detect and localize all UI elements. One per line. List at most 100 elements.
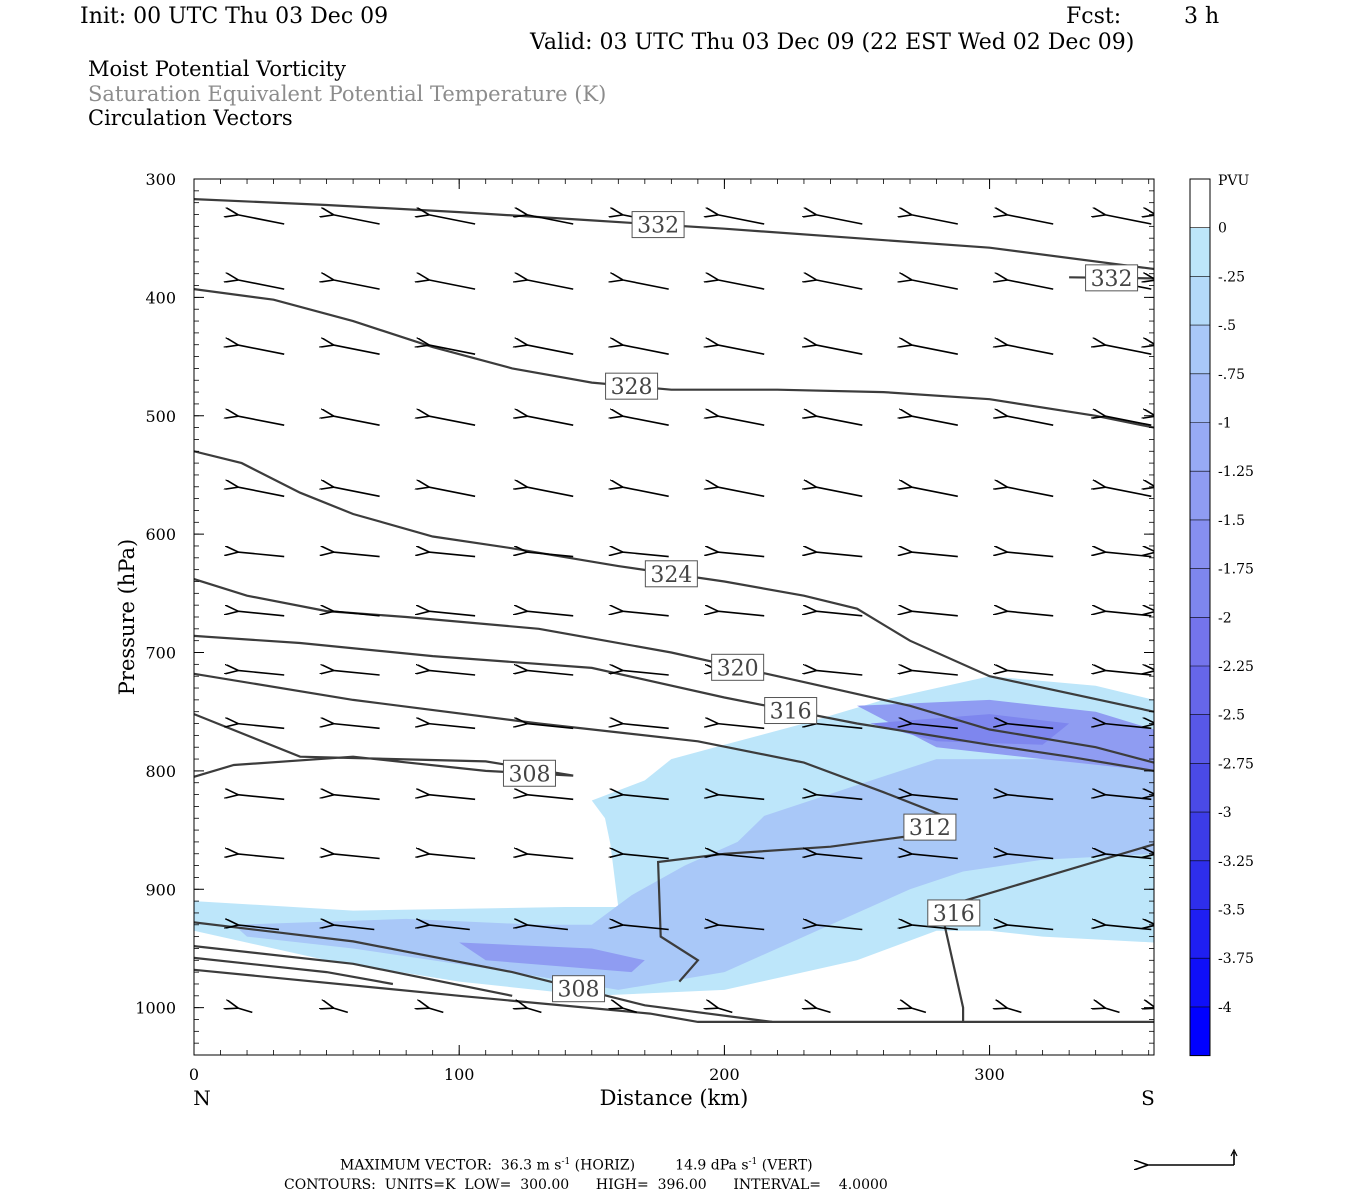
circulation-vector bbox=[427, 487, 476, 498]
circulation-vector bbox=[621, 724, 669, 730]
field-title-vectors: Circulation Vectors bbox=[88, 106, 293, 130]
circulation-vector bbox=[1006, 854, 1054, 860]
svg-text:308: 308 bbox=[558, 978, 600, 1003]
colorbar-swatch bbox=[1190, 276, 1210, 326]
colorbar-level-label: -1.5 bbox=[1218, 513, 1245, 529]
svg-text:324: 324 bbox=[650, 563, 692, 588]
contour-label: 316 bbox=[927, 899, 981, 927]
x-tick-label: 300 bbox=[974, 1065, 1005, 1084]
circulation-vector bbox=[815, 280, 863, 290]
circulation-vector bbox=[236, 280, 285, 290]
svg-text:328: 328 bbox=[611, 375, 653, 400]
circulation-vector bbox=[1104, 670, 1152, 676]
circulation-vector bbox=[427, 611, 476, 617]
colorbar-level-label: -1 bbox=[1218, 416, 1232, 432]
circulation-vector bbox=[332, 611, 380, 617]
circulation-vector bbox=[1104, 1008, 1120, 1014]
circulation-vector bbox=[815, 611, 863, 617]
vert-exponent: -1 bbox=[748, 1157, 758, 1167]
circulation-vector bbox=[716, 345, 765, 355]
circulation-vector bbox=[716, 552, 765, 558]
pv-region bbox=[870, 714, 1070, 745]
circulation-vector bbox=[621, 925, 669, 931]
y-tick-label: 600 bbox=[145, 525, 176, 544]
circulation-vector bbox=[1104, 487, 1152, 498]
circulation-vector bbox=[427, 925, 470, 931]
circulation-vector bbox=[910, 1008, 927, 1014]
colorbar-swatch bbox=[1190, 422, 1210, 472]
circulation-vector bbox=[526, 280, 574, 290]
circulation-vector bbox=[1104, 552, 1152, 558]
circulation-vector bbox=[910, 670, 958, 676]
valid-time: Valid: 03 UTC Thu 03 Dec 09 (22 EST Wed … bbox=[530, 30, 1135, 55]
colorbar-swatch bbox=[1190, 909, 1210, 959]
circulation-vector bbox=[1006, 416, 1054, 426]
circulation-vector bbox=[1006, 670, 1054, 676]
svg-text:316: 316 bbox=[933, 902, 975, 927]
circulation-vector bbox=[526, 795, 574, 801]
circulation-vector bbox=[815, 215, 863, 225]
circulation-vector bbox=[716, 215, 765, 225]
max-vector-line: MAXIMUM VECTOR: 36.3 m s-1 (HORIZ) 14.9 … bbox=[340, 1157, 813, 1174]
contour-label: 308 bbox=[502, 759, 556, 787]
theta-contour bbox=[194, 956, 394, 986]
circulation-vector bbox=[236, 345, 285, 355]
colorbar-swatch bbox=[1190, 519, 1210, 569]
contours-info: CONTOURS: UNITS=K LOW= 300.00 HIGH= 396.… bbox=[284, 1177, 888, 1193]
circulation-vector bbox=[332, 670, 380, 676]
circulation-vector bbox=[716, 416, 765, 426]
contour-label: 312 bbox=[903, 813, 957, 841]
contour-label: 328 bbox=[605, 372, 659, 400]
colorbar-level-label: -1.25 bbox=[1218, 464, 1254, 480]
circulation-vector bbox=[1006, 215, 1054, 225]
circulation-vector bbox=[910, 854, 958, 860]
colorbar-level-label: -4 bbox=[1218, 1000, 1232, 1016]
colorbar-swatch bbox=[1190, 373, 1210, 423]
circulation-vector bbox=[332, 854, 380, 860]
horiz-unit: (HORIZ) bbox=[574, 1157, 636, 1174]
circulation-vector bbox=[910, 487, 958, 498]
circulation-vector bbox=[427, 670, 476, 676]
svg-text:320: 320 bbox=[717, 656, 759, 681]
x-right-end-label: S bbox=[1141, 1086, 1155, 1110]
y-tick-label: 900 bbox=[145, 880, 176, 899]
circulation-vector bbox=[332, 552, 380, 558]
colorbar-swatch bbox=[1190, 958, 1210, 1007]
circulation-vector bbox=[526, 487, 574, 498]
y-tick-label: 300 bbox=[145, 170, 176, 189]
circulation-vector bbox=[526, 670, 574, 676]
theta-contour bbox=[194, 945, 513, 997]
colorbar-swatch bbox=[1190, 666, 1210, 715]
circulation-vector bbox=[621, 345, 669, 355]
max-vector-label: MAXIMUM VECTOR: bbox=[340, 1157, 492, 1174]
circulation-vector bbox=[815, 670, 863, 676]
circulation-vector bbox=[526, 345, 574, 355]
contour-label: 316 bbox=[764, 697, 818, 725]
y-tick-label: 1000 bbox=[135, 999, 176, 1018]
circulation-vector bbox=[1154, 1008, 1170, 1013]
colorbar-level-label: -3.25 bbox=[1218, 854, 1254, 870]
circulation-vector bbox=[236, 416, 285, 426]
theta-contour bbox=[194, 921, 773, 1023]
circulation-vector bbox=[526, 925, 568, 931]
circulation-vector bbox=[332, 795, 380, 801]
circulation-vector bbox=[427, 795, 476, 801]
circulation-vector bbox=[427, 345, 476, 355]
circulation-vector bbox=[815, 1008, 831, 1014]
circulation-vector bbox=[910, 724, 958, 730]
axes: 300 400 500 600 700 800 900 1000 0 100 200 300 bbox=[135, 170, 1154, 1084]
circulation-vector bbox=[621, 487, 669, 498]
reference-vector bbox=[1146, 1148, 1238, 1165]
colorbar-swatch bbox=[1190, 714, 1210, 764]
circulation-vector bbox=[332, 724, 380, 730]
circulation-vector bbox=[621, 670, 669, 676]
colorbar-level-label: -2 bbox=[1218, 610, 1232, 626]
circulation-vector bbox=[621, 795, 669, 801]
contour-label: 308 bbox=[552, 975, 606, 1003]
circulation-vector bbox=[716, 854, 765, 860]
circulation-vector bbox=[427, 416, 476, 426]
theta-contour bbox=[194, 578, 1154, 764]
y-axis-label: Pressure (hPa) bbox=[115, 539, 139, 695]
circulation-vector bbox=[621, 611, 669, 617]
svg-text:308: 308 bbox=[508, 762, 550, 787]
